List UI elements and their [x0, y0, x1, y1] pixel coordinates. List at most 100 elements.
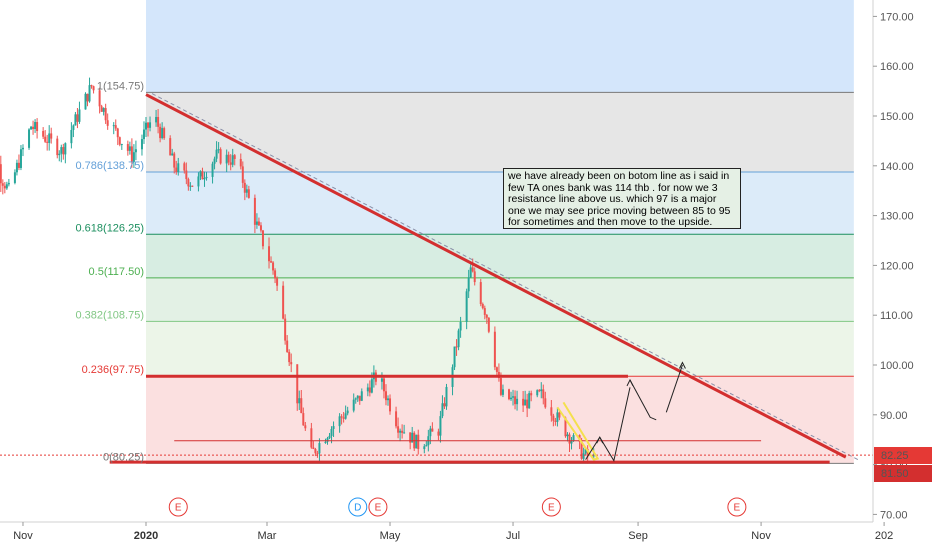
candle-body [469, 267, 472, 278]
candle-body [512, 396, 515, 398]
candle-body [459, 321, 462, 331]
candle-body [338, 416, 341, 427]
price-tick-label: 140.00 [880, 161, 914, 173]
candle-body [72, 125, 75, 130]
candle-body [366, 387, 369, 392]
candle-body [3, 185, 6, 189]
candle-body [175, 167, 178, 173]
candle-body [183, 163, 186, 171]
time-tick-label: 2020 [134, 530, 158, 542]
candle-body [284, 318, 287, 341]
event-marker-circle [168, 497, 188, 517]
annotation-note[interactable]: we have already been on botom line as i … [503, 168, 741, 229]
event-marker-label: D [354, 503, 361, 514]
candle-body [370, 379, 373, 393]
candle-body [411, 432, 414, 443]
candle-body [483, 308, 486, 315]
candle-body [30, 126, 33, 130]
candle-body [86, 93, 89, 102]
candle-body [76, 114, 79, 122]
candle-body [259, 225, 262, 231]
candle-body [104, 108, 107, 121]
candle-body [60, 147, 63, 154]
event-marker-label: E [734, 503, 741, 514]
candle-body [495, 367, 498, 372]
candle-body [501, 389, 504, 395]
candle-body [572, 435, 575, 441]
candle-body [128, 146, 131, 151]
candle-body [274, 270, 277, 279]
candle-body [201, 171, 204, 180]
price-label-box [874, 465, 932, 482]
candle-body [380, 378, 383, 382]
candle-body [219, 149, 222, 164]
candle-body [255, 221, 258, 225]
candle-body [499, 378, 502, 395]
candle-body [132, 152, 135, 162]
candle-body [21, 147, 24, 150]
fib-level-label: 0.618(126.25) [76, 222, 145, 234]
price-tick-label: 130.00 [880, 211, 914, 223]
projection-path [665, 364, 683, 413]
candle-body [479, 282, 482, 304]
candle-body [229, 162, 232, 165]
candle-body [261, 230, 264, 247]
candle-body [1, 183, 4, 186]
candle-body [441, 403, 444, 417]
fib-level-label: 1(154.75) [97, 80, 144, 92]
candle-body [78, 109, 81, 122]
time-tick-label: Nov [13, 530, 33, 542]
arrow-head [678, 361, 686, 369]
fib-level-label: 0.382(108.75) [76, 309, 145, 321]
candle-body [13, 172, 16, 183]
fib-level-label: 0.236(97.75) [82, 364, 144, 376]
candle-body [64, 143, 67, 155]
candle-body [445, 386, 448, 407]
candle-body [44, 136, 47, 142]
candle-body [417, 434, 420, 450]
candle-body [302, 413, 305, 426]
time-axis[interactable]: Nov 2020 Mar May Jul Sep Nov 202 [0, 521, 932, 550]
candle-body [538, 390, 541, 392]
candle-body [282, 285, 285, 319]
candle-body [74, 114, 77, 126]
candle-body [487, 317, 490, 332]
candle-body [443, 403, 446, 407]
event-marker-circle [348, 497, 368, 517]
candle-body [360, 391, 363, 401]
candle-body [298, 398, 301, 404]
fib-level-label: 0(80.25) [103, 451, 144, 463]
candle-body [102, 108, 105, 112]
candle-body [554, 420, 557, 422]
candle-body [126, 144, 129, 151]
candle-body [159, 126, 162, 139]
candle-body [415, 434, 418, 449]
candle-body [15, 162, 18, 173]
candle-body [493, 331, 496, 368]
fib-band [146, 277, 854, 322]
price-tick-label: 90.00 [880, 410, 908, 422]
candle-body [116, 128, 119, 138]
candle-body [187, 179, 190, 187]
candle-body [467, 277, 470, 292]
candle-body [185, 170, 188, 180]
candle-body [245, 189, 248, 193]
candle-body [211, 163, 214, 177]
candle-body [34, 122, 37, 130]
candle-body [570, 440, 573, 444]
candle-body [88, 85, 91, 102]
candle-body [473, 271, 476, 283]
candle-body [316, 453, 319, 455]
fibonacci-bands [146, 0, 854, 464]
candle-body [205, 176, 208, 179]
current-price-labels: 82.25 81.50 [874, 447, 932, 482]
candle-body [270, 261, 273, 263]
candle-body [526, 399, 529, 409]
candle-body [70, 129, 73, 144]
candle-body [189, 185, 192, 187]
event-marker-label: E [375, 503, 382, 514]
event-marker-circle [541, 497, 561, 517]
arrow-head [596, 436, 604, 444]
candle-body [42, 131, 45, 137]
